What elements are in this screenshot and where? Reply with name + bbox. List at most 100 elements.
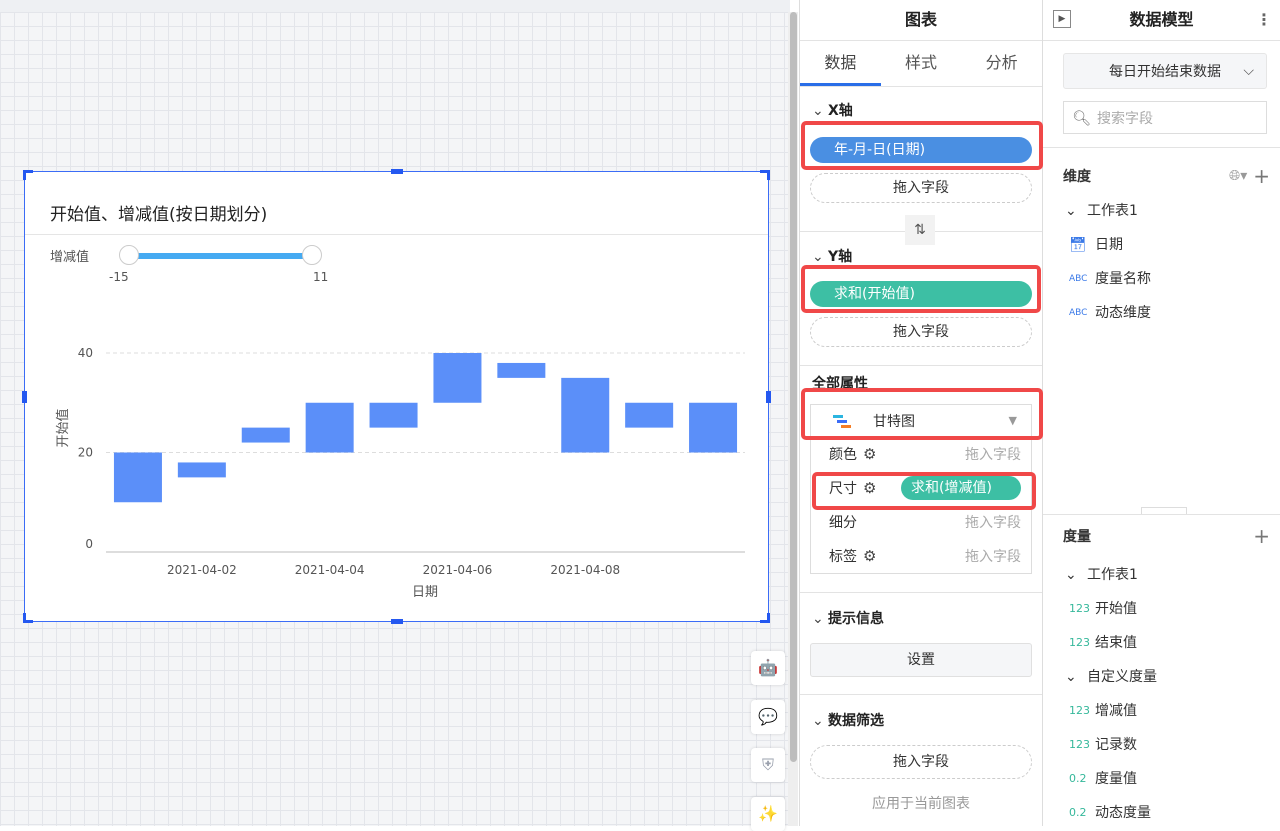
prop-label: 细分 (829, 515, 857, 531)
tab-analysis[interactable]: 分析 (985, 53, 1018, 72)
dimension-item[interactable]: ABC 度量名称 (1043, 262, 1280, 296)
x-axis-drop-zone[interactable]: 拖入字段 (810, 173, 1032, 203)
dimension-group[interactable]: ⌄ 工作表1 (1043, 194, 1280, 228)
slider-min-handle[interactable] (119, 245, 139, 265)
gantt-chart: 0 20 40 2021-04-02 2021-04-04 2021-04-06 2021-… (55, 346, 745, 600)
group-name: 工作表1 (1087, 567, 1138, 583)
measure-item[interactable]: 0.2 度量值 (1043, 762, 1280, 796)
measure-group[interactable]: ⌄ 工作表1 (1043, 558, 1280, 592)
search-icon: 🔍︎ (1072, 108, 1092, 127)
resize-handle[interactable] (760, 620, 770, 623)
x-tick-label: 2021-04-08 (550, 563, 620, 577)
filter-drop-zone[interactable]: 拖入字段 (810, 745, 1032, 779)
y-axis-section[interactable]: ⌄ Y轴 (800, 245, 1042, 269)
tooltip-settings-button[interactable]: 设置 (810, 643, 1032, 677)
resize-handle[interactable] (23, 620, 33, 623)
drop-zone[interactable]: 拖入字段 (965, 515, 1021, 531)
scrollbar-thumb[interactable] (790, 12, 797, 762)
gantt-bar (561, 377, 610, 453)
field-name: 度量名称 (1095, 271, 1151, 287)
abc-icon: ABC (1069, 274, 1088, 284)
prop-label: 颜色 (829, 447, 857, 463)
chevron-down-icon: ⌄ (812, 103, 824, 119)
y-tick-label: 40 (78, 346, 93, 360)
prop-label: 尺寸 (829, 481, 857, 497)
y-axis-title: 开始值 (55, 408, 71, 447)
add-measure-icon[interactable]: + (1253, 524, 1270, 548)
prop-row-size[interactable]: 尺寸 ⚙ 求和(增减值) (811, 471, 1031, 505)
comment-button[interactable]: 💬 (751, 700, 785, 734)
prop-row-detail[interactable]: 细分 拖入字段 (811, 505, 1031, 539)
tooltip-label: 提示信息 (828, 611, 884, 627)
data-filter-section[interactable]: ⌄ 数据筛选 (800, 709, 1042, 733)
dimension-item[interactable]: ABC 动态维度 (1043, 296, 1280, 330)
tab-style[interactable]: 样式 (905, 53, 938, 72)
x-tick-label: 2021-04-02 (167, 563, 237, 577)
dimensions-label: 维度 (1063, 169, 1091, 185)
add-dimension-icon[interactable]: + (1253, 164, 1270, 188)
prop-row-label[interactable]: 标签 ⚙ 拖入字段 (811, 539, 1031, 573)
shield-button[interactable]: ⛨ (751, 748, 785, 782)
range-slider-track[interactable] (129, 253, 312, 259)
gear-icon[interactable]: ⚙ (863, 547, 877, 565)
y-axis-field-pill[interactable]: 求和(开始值) (810, 281, 1032, 307)
search-field-input[interactable]: 🔍︎ 搜索字段 (1063, 101, 1267, 134)
drop-zone[interactable]: 拖入字段 (965, 447, 1021, 463)
dataset-select[interactable]: 每日开始结束数据 ⌵ (1063, 53, 1267, 89)
resize-handle[interactable] (391, 619, 403, 624)
number-icon: 123 (1069, 636, 1090, 649)
tab-data[interactable]: 数据 (800, 41, 881, 86)
y-axis-drop-zone[interactable]: 拖入字段 (810, 317, 1032, 347)
measure-item[interactable]: 123 开始值 (1043, 592, 1280, 626)
x-axis-section[interactable]: ⌄ X轴 (800, 99, 1042, 123)
chevron-down-icon: ⌄ (812, 611, 824, 627)
canvas-scrollbar[interactable] (788, 12, 798, 826)
gear-icon[interactable]: ⚙ (863, 479, 877, 497)
resize-handle[interactable] (760, 170, 770, 173)
measure-item[interactable]: 123 增减值 (1043, 694, 1280, 728)
dimension-item[interactable]: 📅︎ 日期 (1043, 228, 1280, 262)
filter-label: 数据筛选 (828, 713, 884, 729)
chevron-down-icon: ⌄ (1065, 669, 1077, 685)
y-tick-label: 20 (78, 446, 93, 460)
resize-handle[interactable] (23, 170, 26, 180)
gear-icon[interactable]: ⚙ (863, 445, 877, 463)
collapse-panel-icon[interactable]: ▶ (1053, 10, 1071, 28)
prop-row-color[interactable]: 颜色 ⚙ 拖入字段 (811, 437, 1031, 471)
chart-config-panel: 图表 数据 样式 分析 ⌄ X轴 年-月-日(日期) 拖入字段 ⇅ ⌄ Y轴 求和(… (799, 0, 1043, 826)
gantt-chart-icon (833, 414, 853, 428)
resize-handle[interactable] (22, 391, 27, 403)
resize-handle[interactable] (23, 170, 33, 173)
drop-zone[interactable]: 拖入字段 (965, 549, 1021, 565)
robot-assistant-button[interactable]: 🤖 (751, 651, 785, 685)
measure-item[interactable]: 123 结束值 (1043, 626, 1280, 660)
splitter-handle[interactable] (1141, 507, 1187, 514)
measure-group[interactable]: ⌄ 自定义度量 (1043, 660, 1280, 694)
panel-splitter[interactable] (1043, 514, 1280, 515)
chart-card[interactable]: 开始值、增减值(按日期划分) 增减值 -15 11 0 20 40 2021-04-0… (22, 169, 771, 624)
globe-icon[interactable]: 🌐︎▾ (1229, 168, 1248, 184)
swap-axes-icon[interactable]: ⇅ (905, 215, 935, 245)
apply-to-current-chart[interactable]: 应用于当前图表 (872, 796, 970, 812)
gantt-bar (625, 402, 674, 428)
measure-item[interactable]: 123 记录数 (1043, 728, 1280, 762)
prop-label: 标签 (829, 549, 857, 565)
chart-type-value: 甘特图 (873, 413, 915, 430)
more-icon[interactable]: ⋮ (1256, 10, 1272, 29)
resize-handle[interactable] (391, 169, 403, 174)
resize-handle[interactable] (23, 613, 26, 623)
x-axis-field-pill[interactable]: 年-月-日(日期) (810, 137, 1032, 163)
resize-handle[interactable] (767, 170, 770, 180)
measure-item[interactable]: 0.2 动态度量 (1043, 796, 1280, 830)
tooltip-section[interactable]: ⌄ 提示信息 (800, 607, 1042, 631)
size-field-pill[interactable]: 求和(增减值) (901, 476, 1021, 500)
resize-handle[interactable] (766, 391, 771, 403)
calendar-icon: 📅︎ (1069, 237, 1087, 253)
dataset-name: 每日开始结束数据 (1109, 64, 1221, 80)
magic-wand-button[interactable]: ✨ (751, 797, 785, 831)
slider-max-handle[interactable] (302, 245, 322, 265)
abc-icon: ABC (1069, 308, 1088, 318)
gantt-bar (241, 427, 290, 443)
dropdown-caret-icon: ▼ (1008, 414, 1017, 427)
resize-handle[interactable] (767, 613, 770, 623)
